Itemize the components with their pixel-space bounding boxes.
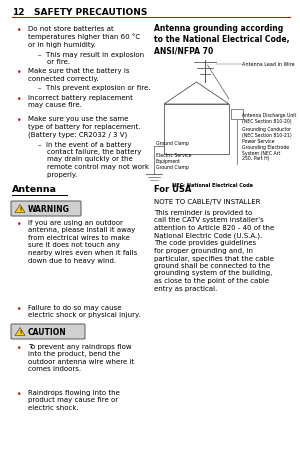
Text: –  This may result in explosion
    or fire.: – This may result in explosion or fire. <box>38 51 144 65</box>
Text: •: • <box>17 304 22 313</box>
Text: NOTE TO CABLE/TV INSTALLER: NOTE TO CABLE/TV INSTALLER <box>154 199 260 205</box>
Text: Raindrops flowing into the
product may cause fire or
electric shock.: Raindrops flowing into the product may c… <box>28 389 120 410</box>
Text: •: • <box>17 68 22 77</box>
Text: Ground Clamp: Ground Clamp <box>156 140 189 145</box>
Text: WARNING: WARNING <box>28 205 70 213</box>
Bar <box>164 105 229 155</box>
Text: Do not store batteries at
temperatures higher than 60 °C
or in high humidity.: Do not store batteries at temperatures h… <box>28 26 140 48</box>
Text: Grounding Conductor
(NEC Section 810-21): Grounding Conductor (NEC Section 810-21) <box>242 127 292 138</box>
Text: Antenna: Antenna <box>12 185 57 194</box>
Text: •: • <box>17 219 22 229</box>
Text: !: ! <box>19 206 21 212</box>
Text: •: • <box>17 343 22 352</box>
Text: CAUTION: CAUTION <box>28 327 67 336</box>
Text: Antenna Lead in Wire: Antenna Lead in Wire <box>242 63 295 67</box>
Text: To prevent any raindrops flow
into the product, bend the
outdoor antenna wire wh: To prevent any raindrops flow into the p… <box>28 343 134 372</box>
Text: –  This prevent explosion or fire.: – This prevent explosion or fire. <box>38 85 151 91</box>
Text: 12: 12 <box>12 8 25 17</box>
Text: •: • <box>17 26 22 35</box>
Text: Failure to do so may cause
electric shock or physical injury.: Failure to do so may cause electric shoc… <box>28 304 140 318</box>
Text: NEC: National Electrical Code: NEC: National Electrical Code <box>172 182 253 188</box>
Text: –  In the event of a battery
    contact failure, the battery
    may drain quic: – In the event of a battery contact fail… <box>38 141 149 177</box>
Text: For USA: For USA <box>154 185 191 194</box>
Text: This reminder is provided to
call the CATV system installer’s
attention to Artic: This reminder is provided to call the CA… <box>154 210 274 291</box>
Text: Incorrect battery replacement
may cause fire.: Incorrect battery replacement may cause … <box>28 95 133 108</box>
Text: Make sure you use the same
type of battery for replacement.
(Battery type: CR203: Make sure you use the same type of batte… <box>28 116 140 137</box>
Text: Make sure that the battery is
connected correctly.: Make sure that the battery is connected … <box>28 68 130 81</box>
Text: Antenna Discharge Unit
(NEC Section 810-20): Antenna Discharge Unit (NEC Section 810-… <box>242 113 296 124</box>
FancyBboxPatch shape <box>11 201 81 217</box>
Text: •: • <box>17 116 22 125</box>
FancyBboxPatch shape <box>11 324 85 339</box>
Polygon shape <box>15 328 25 336</box>
Text: !: ! <box>19 329 21 334</box>
Text: Power Service
Grounding Electrode
System (NEC Art
250, Part H): Power Service Grounding Electrode System… <box>242 139 289 161</box>
Text: •: • <box>17 389 22 398</box>
Bar <box>231 110 243 120</box>
Text: •: • <box>17 95 22 104</box>
Text: Electric Service
Equipment
Ground Clamp: Electric Service Equipment Ground Clamp <box>156 153 191 169</box>
Text: If you are using an outdoor
antenna, please install it away
from electrical wire: If you are using an outdoor antenna, ple… <box>28 219 137 263</box>
Polygon shape <box>15 205 25 213</box>
Text: Antenna grounding according
to the National Electrical Code,
ANSI/NFPA 70: Antenna grounding according to the Natio… <box>154 24 290 55</box>
Text: SAFETY PRECAUTIONS: SAFETY PRECAUTIONS <box>34 8 147 17</box>
